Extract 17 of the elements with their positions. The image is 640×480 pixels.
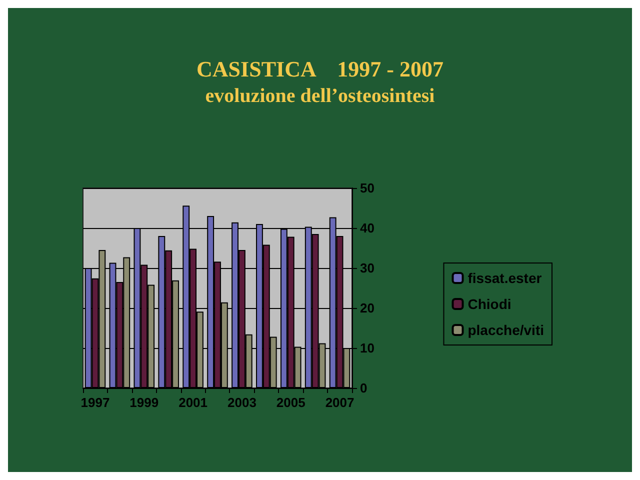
x-tick-label: 2003 [227,395,256,410]
chart-title: CASISTICA 1997 - 2007 [196,56,444,82]
y-tick-label: 50 [360,180,374,196]
y-tick-label: 40 [360,220,374,236]
legend-label: Chiodi [468,296,512,312]
x-tick-label: 1997 [80,395,110,410]
legend-label: placche/viti [468,322,544,338]
y-tick-label: 10 [360,340,374,356]
x-tick-label: 2005 [276,395,306,410]
y-tick-label: 20 [360,300,374,316]
x-tick-label: 2007 [325,395,354,410]
chart-subtitle: evoluzione dell’osteosintesi [205,85,436,107]
x-tick-label: 2001 [178,395,208,410]
y-tick-label: 30 [360,260,374,276]
legend-label: fissat.ester [468,270,542,286]
y-tick-label: 0 [360,380,368,396]
x-tick-label: 1999 [130,395,159,410]
